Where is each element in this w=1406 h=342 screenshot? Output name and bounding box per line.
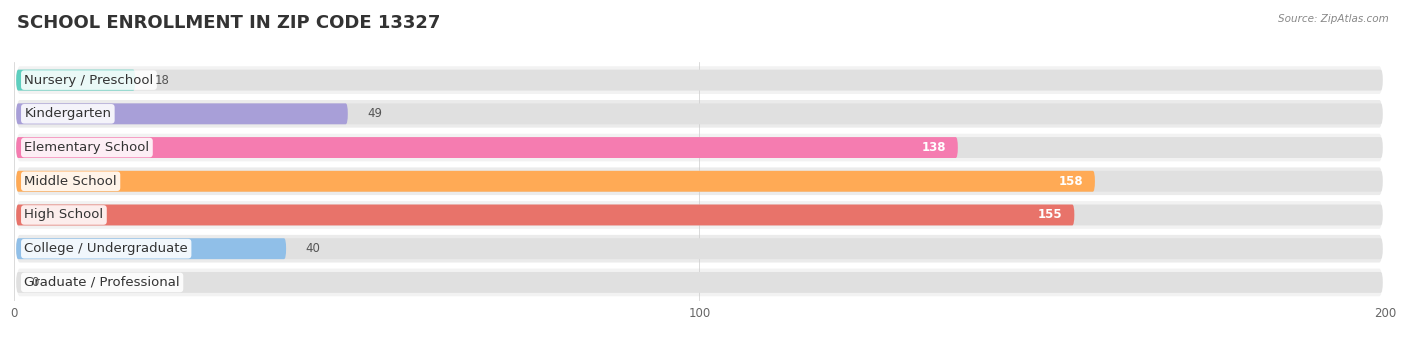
Text: Nursery / Preschool: Nursery / Preschool — [24, 74, 153, 87]
Text: College / Undergraduate: College / Undergraduate — [24, 242, 188, 255]
FancyBboxPatch shape — [17, 137, 957, 158]
Text: 138: 138 — [922, 141, 946, 154]
FancyBboxPatch shape — [17, 205, 1074, 225]
FancyBboxPatch shape — [17, 268, 1382, 296]
FancyBboxPatch shape — [17, 137, 1382, 158]
FancyBboxPatch shape — [17, 134, 1382, 161]
FancyBboxPatch shape — [17, 205, 1382, 225]
Text: 158: 158 — [1059, 175, 1084, 188]
FancyBboxPatch shape — [17, 238, 1382, 259]
FancyBboxPatch shape — [17, 235, 1382, 263]
FancyBboxPatch shape — [17, 272, 1382, 293]
Text: 155: 155 — [1038, 209, 1063, 222]
FancyBboxPatch shape — [17, 103, 347, 124]
FancyBboxPatch shape — [17, 171, 1095, 192]
Text: SCHOOL ENROLLMENT IN ZIP CODE 13327: SCHOOL ENROLLMENT IN ZIP CODE 13327 — [17, 14, 440, 32]
FancyBboxPatch shape — [17, 238, 285, 259]
FancyBboxPatch shape — [17, 70, 135, 91]
Text: Middle School: Middle School — [24, 175, 117, 188]
FancyBboxPatch shape — [17, 168, 1382, 195]
FancyBboxPatch shape — [17, 66, 1382, 94]
Text: Kindergarten: Kindergarten — [24, 107, 111, 120]
Text: 40: 40 — [305, 242, 321, 255]
FancyBboxPatch shape — [17, 201, 1382, 229]
FancyBboxPatch shape — [17, 103, 1382, 124]
FancyBboxPatch shape — [17, 171, 1382, 192]
FancyBboxPatch shape — [17, 100, 1382, 128]
Text: 18: 18 — [155, 74, 170, 87]
Text: 0: 0 — [31, 276, 38, 289]
FancyBboxPatch shape — [17, 70, 1382, 91]
Text: 49: 49 — [367, 107, 382, 120]
Text: High School: High School — [24, 209, 104, 222]
Text: Source: ZipAtlas.com: Source: ZipAtlas.com — [1278, 14, 1389, 24]
Text: Elementary School: Elementary School — [24, 141, 149, 154]
Text: Graduate / Professional: Graduate / Professional — [24, 276, 180, 289]
